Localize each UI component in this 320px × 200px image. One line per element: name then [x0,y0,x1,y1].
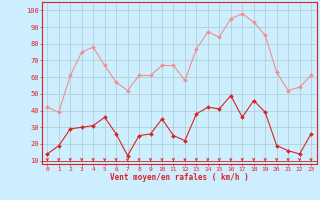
X-axis label: Vent moyen/en rafales ( km/h ): Vent moyen/en rafales ( km/h ) [110,173,249,182]
